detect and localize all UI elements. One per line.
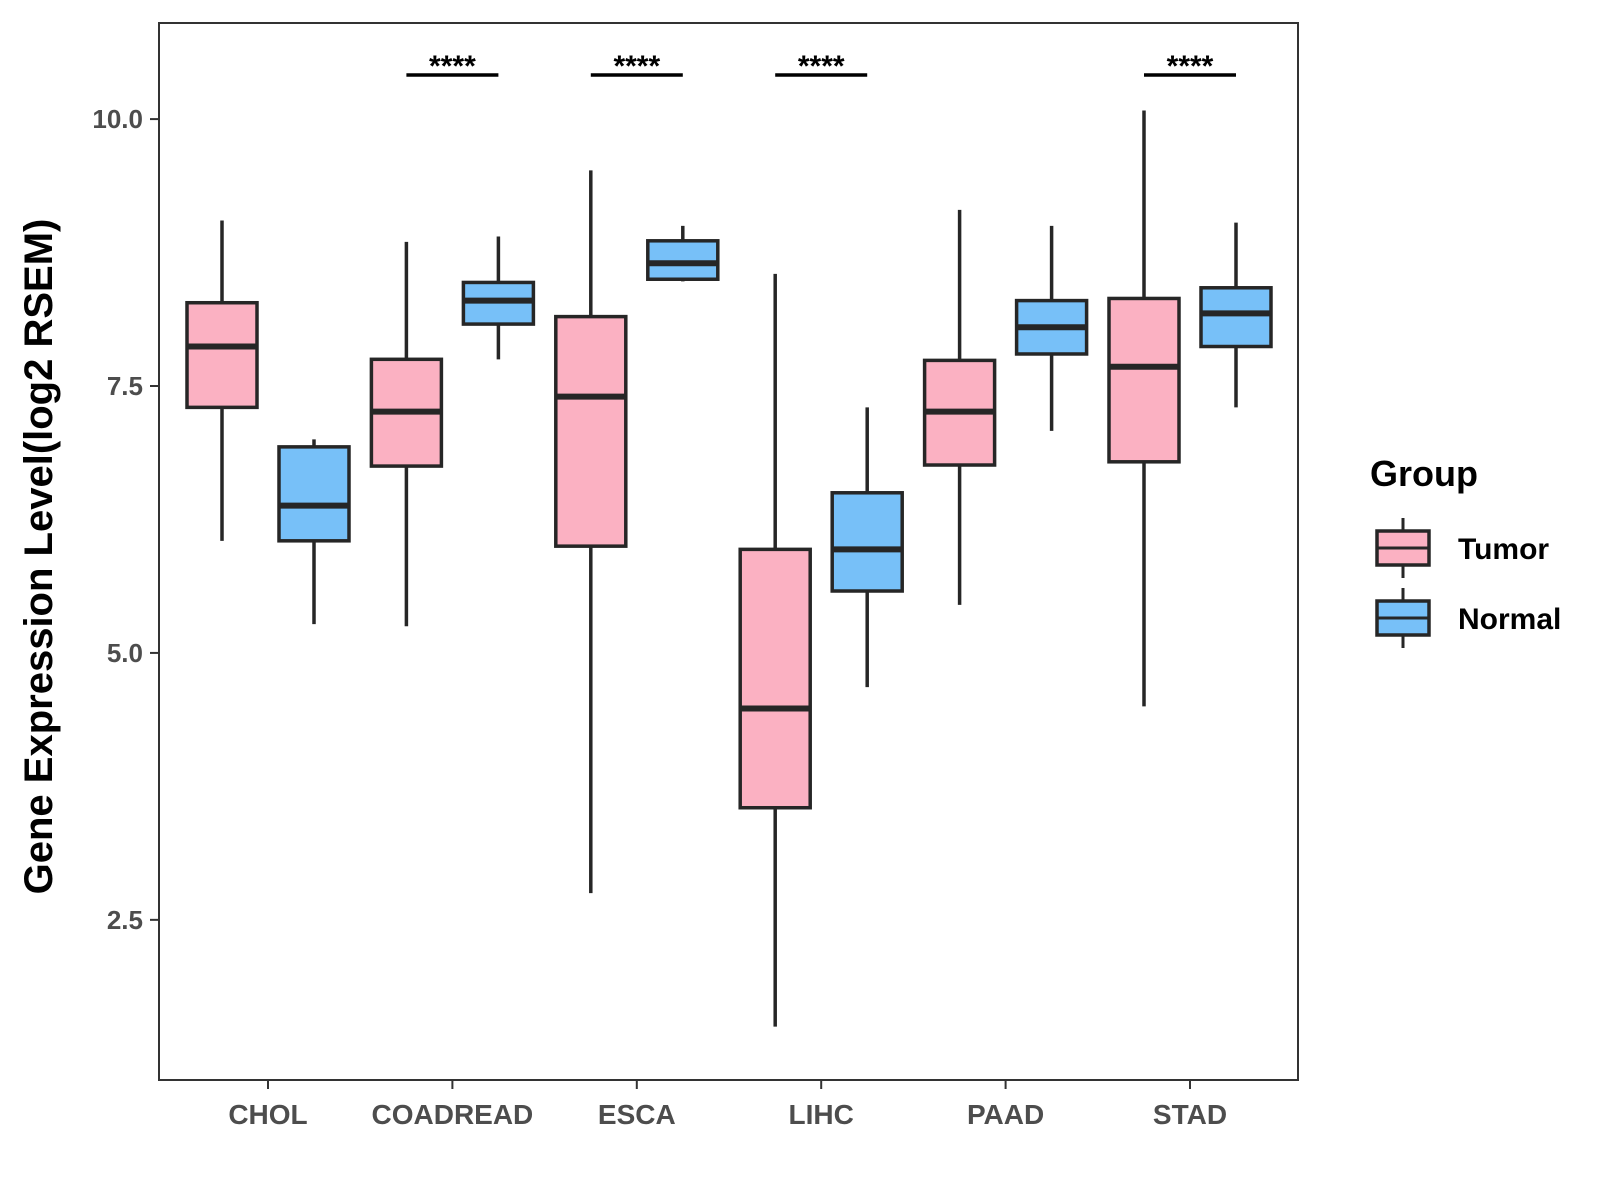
box-normal-coadread — [461, 236, 536, 360]
box-body — [277, 445, 351, 543]
y-tick-label: 2.5 — [107, 905, 143, 935]
significance-esca: **** — [590, 50, 683, 83]
significance-label: **** — [429, 50, 476, 83]
x-tick-label: COADREAD — [372, 1099, 534, 1130]
y-tick-label: 10.0 — [92, 104, 143, 134]
x-tick-label: ESCA — [598, 1099, 676, 1130]
significance-lihc: **** — [775, 50, 868, 83]
box-tumor-stad — [1107, 110, 1181, 707]
box-body — [646, 239, 720, 281]
significance-label: **** — [613, 50, 660, 83]
plot-area: **** **** **** **** — [185, 50, 1273, 1027]
y-tick-label: 5.0 — [107, 638, 143, 668]
box-body — [830, 491, 904, 593]
box-tumor-esca — [554, 170, 628, 894]
box-tumor-coadread — [369, 241, 444, 627]
significance-coadread: **** — [406, 50, 499, 83]
panel-border — [158, 22, 1299, 1081]
legend-title: Group — [1370, 453, 1478, 494]
legend-label: Tumor — [1458, 533, 1549, 566]
x-tick-label: CHOL — [228, 1099, 307, 1130]
box-body — [738, 547, 812, 810]
box-normal-stad — [1199, 222, 1273, 408]
significance-label: **** — [798, 50, 845, 83]
x-tick-label: PAAD — [967, 1099, 1044, 1130]
box-tumor-chol — [185, 220, 259, 541]
box-body — [1199, 286, 1273, 349]
significance-label: **** — [1167, 50, 1214, 83]
box-tumor-lihc — [738, 273, 812, 1027]
box-normal-lihc — [830, 407, 904, 688]
box-normal-esca — [646, 225, 720, 282]
y-tick-label: 7.5 — [107, 371, 143, 401]
x-tick-label: LIHC — [789, 1099, 854, 1130]
box-normal-chol — [277, 439, 351, 625]
legend-item-tumor: Tumor — [1375, 518, 1549, 578]
box-normal-paad — [1014, 225, 1089, 431]
significance-stad: **** — [1144, 50, 1236, 83]
legend-item-normal: Normal — [1375, 588, 1561, 648]
box-body — [185, 300, 259, 410]
legend: Group Tumor Normal — [1370, 453, 1561, 648]
box-body — [554, 314, 628, 548]
legend-label: Normal — [1458, 603, 1561, 636]
box-tumor-paad — [922, 209, 997, 605]
box-body — [1107, 296, 1181, 464]
axes: 2.5 5.0 7.5 10.0 CHOL COADREAD ESCA LIHC PAAD STA… — [17, 22, 1299, 1130]
x-tick-label: STAD — [1153, 1099, 1227, 1130]
y-axis-title: Gene Expression Level(log2 RSEM) — [17, 219, 61, 895]
